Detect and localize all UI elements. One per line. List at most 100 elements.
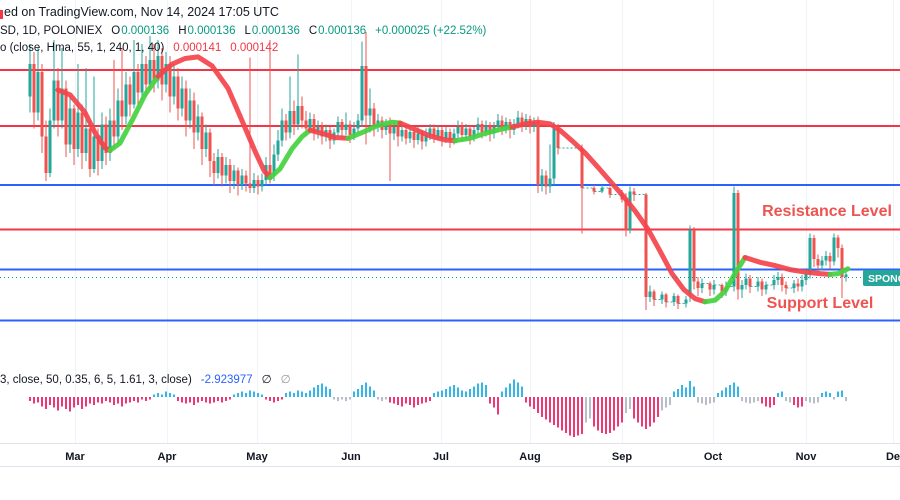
histogram-bar bbox=[841, 390, 843, 397]
histogram-bar bbox=[65, 397, 67, 409]
candle-body bbox=[96, 136, 100, 161]
histogram-bar bbox=[461, 390, 463, 397]
histogram-bar bbox=[529, 397, 531, 407]
empty-set-icon: ∅ bbox=[261, 374, 272, 386]
histogram-bar bbox=[437, 391, 439, 397]
candle-body bbox=[456, 127, 460, 134]
histogram-bar bbox=[765, 397, 767, 407]
candle-body bbox=[348, 124, 352, 136]
candle-body bbox=[820, 260, 824, 266]
histogram-bar bbox=[385, 397, 387, 400]
histogram-bar bbox=[469, 389, 471, 397]
candle-body bbox=[632, 191, 636, 195]
histogram-bar bbox=[193, 397, 195, 405]
histogram-bar bbox=[669, 397, 671, 405]
hull-ma-legend-row[interactable]: o (close, Hma, 55, 1, 240, 1, 40) 0.0001… bbox=[0, 42, 278, 55]
open-value: 0.000136 bbox=[121, 25, 170, 37]
symbol-legend-row[interactable]: SD, 1D, POLONIEX O 0.000136 H 0.000136 L 0.… bbox=[0, 25, 486, 38]
candle-body bbox=[148, 60, 152, 85]
histogram-bar bbox=[317, 385, 319, 397]
hull-ma-value-2: 0.000142 bbox=[230, 42, 279, 54]
candle-body bbox=[404, 130, 408, 139]
candle-body bbox=[364, 65, 368, 116]
histogram-bar bbox=[601, 397, 603, 433]
candle-body bbox=[516, 117, 520, 124]
candle-body bbox=[64, 88, 68, 145]
histogram-bar bbox=[369, 386, 371, 397]
histogram-bar bbox=[833, 397, 835, 400]
histogram-bar bbox=[493, 397, 495, 408]
histogram-bar bbox=[757, 397, 759, 401]
histogram-bar bbox=[629, 397, 631, 409]
histogram-bar bbox=[645, 397, 647, 429]
candle-body bbox=[188, 100, 192, 121]
histogram-bar bbox=[341, 397, 343, 400]
histogram-bar bbox=[49, 397, 51, 405]
hull-ma-segment-up bbox=[702, 255, 748, 305]
histogram-bar bbox=[85, 397, 87, 407]
histogram-bar bbox=[473, 386, 475, 397]
candle-body bbox=[840, 247, 844, 277]
candle-body bbox=[164, 64, 168, 85]
candle-body bbox=[400, 130, 404, 137]
histogram-bar bbox=[561, 397, 563, 431]
hull-ma-segment-down bbox=[155, 54, 273, 181]
candle-body bbox=[340, 122, 344, 131]
candle-body bbox=[56, 80, 60, 121]
candle-body bbox=[480, 123, 484, 132]
candle-body bbox=[744, 278, 748, 285]
candle-body bbox=[388, 123, 392, 134]
histogram-bar bbox=[261, 394, 263, 397]
histogram-bar bbox=[37, 397, 39, 403]
histogram-bar bbox=[657, 397, 659, 417]
month-label: Mar bbox=[65, 451, 85, 463]
hull-ma-layer bbox=[55, 54, 851, 305]
candle-body bbox=[288, 110, 292, 133]
histogram-bar bbox=[113, 397, 115, 405]
candle-body bbox=[556, 128, 560, 148]
hull-ma-value-1: 0.000141 bbox=[173, 42, 222, 54]
candle-body bbox=[192, 100, 196, 133]
histogram-bar bbox=[845, 397, 847, 401]
time-axis[interactable]: Mar Apr May Jun Jul Aug Sep Oct Nov De bbox=[0, 443, 900, 467]
candle-body bbox=[748, 278, 752, 287]
candle-body bbox=[92, 136, 96, 169]
candle-body bbox=[40, 72, 44, 137]
oscillator-legend-row[interactable]: 3, close, 50, 0.35, 6, 5, 1.61, 3, close… bbox=[0, 374, 291, 387]
candle-body bbox=[460, 127, 464, 136]
candle-body bbox=[784, 284, 788, 289]
candle-body bbox=[696, 281, 700, 289]
histogram-bar bbox=[173, 394, 175, 397]
candle-body bbox=[440, 130, 444, 139]
candle-body bbox=[692, 230, 696, 282]
histogram-bar bbox=[229, 397, 231, 400]
histogram-bar bbox=[641, 397, 643, 427]
candle-body bbox=[80, 112, 84, 153]
histogram-bar bbox=[625, 397, 627, 413]
histogram-bar bbox=[801, 397, 803, 407]
histogram-bar bbox=[169, 393, 171, 397]
histogram-bar bbox=[241, 391, 243, 397]
candle-body bbox=[468, 128, 472, 137]
level-lines-layer bbox=[0, 68, 900, 322]
candle-body bbox=[176, 76, 180, 109]
candle-body bbox=[476, 123, 480, 131]
histogram-bar bbox=[333, 397, 335, 400]
histogram-bar bbox=[129, 397, 131, 403]
candle-body bbox=[196, 116, 200, 133]
histogram-bar bbox=[329, 389, 331, 397]
price-badge-text: SPONG bbox=[868, 272, 900, 285]
histogram-bar bbox=[733, 382, 735, 397]
histogram-bar bbox=[569, 397, 571, 436]
histogram-bar bbox=[805, 397, 807, 401]
histogram-bar bbox=[201, 397, 203, 401]
histogram-bar bbox=[301, 391, 303, 397]
histogram-bar bbox=[161, 394, 163, 397]
histogram-bar bbox=[513, 379, 515, 397]
candle-body bbox=[360, 65, 364, 121]
candle-body bbox=[428, 128, 432, 136]
histogram-bar bbox=[689, 381, 691, 397]
candle-body bbox=[832, 237, 836, 262]
